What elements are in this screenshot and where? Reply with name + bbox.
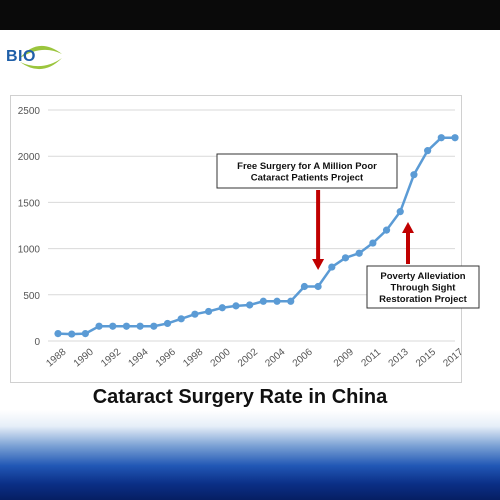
data-point-2001	[232, 302, 240, 310]
annotation-arrow-head-0	[312, 259, 325, 270]
data-point-2006	[300, 282, 309, 291]
data-point-2007	[314, 282, 322, 291]
x-tick-label-1990: 1990	[72, 346, 96, 369]
data-point-2015	[424, 147, 432, 155]
logo-text: BIO	[6, 48, 36, 65]
data-point-1996	[163, 319, 172, 328]
data-point-1999	[204, 307, 213, 316]
x-tick-label-1992: 1992	[99, 346, 123, 369]
y-tick-label-500: 500	[23, 291, 40, 302]
y-tick-label-1500: 1500	[18, 198, 41, 209]
data-point-1992	[109, 322, 117, 330]
x-tick-label-2009: 2009	[332, 346, 356, 369]
x-tick-label-2004: 2004	[263, 346, 287, 369]
x-tick-label-2011: 2011	[359, 347, 383, 370]
blue-footer-band	[0, 410, 500, 500]
top-black-bar	[0, 0, 500, 30]
x-tick-label-2013: 2013	[387, 346, 411, 369]
data-point-2010	[355, 249, 363, 257]
annotation-arrow-shaft-1	[406, 232, 410, 264]
eye-logo-icon	[20, 45, 62, 70]
annotation-text-1-0: Poverty Alleviation	[380, 271, 465, 282]
annotation-box-1	[366, 265, 480, 309]
data-point-1989	[68, 330, 76, 338]
data-point-2017	[451, 134, 459, 142]
data-point-2004	[273, 297, 281, 305]
data-point-1998	[191, 310, 199, 318]
annotation-text-0-0: Free Surgery for A Million Poor	[237, 161, 377, 172]
x-tick-label-1998: 1998	[181, 346, 205, 369]
x-tick-label-1994: 1994	[126, 346, 150, 369]
chart-caption: Cataract Surgery Rate in China	[92, 386, 388, 408]
logo: BIO	[2, 38, 64, 78]
y-tick-label-2000: 2000	[18, 152, 41, 163]
annotation-text-1-1: Through Sight	[391, 283, 457, 294]
data-point-2014	[410, 171, 418, 179]
data-point-1997	[177, 315, 185, 323]
data-point-2016	[437, 134, 445, 142]
x-tick-label-2017: 2017	[441, 346, 465, 369]
data-point-2009	[341, 254, 350, 262]
x-tick-label-1988: 1988	[44, 346, 68, 369]
x-tick-label-2006: 2006	[291, 346, 315, 369]
data-point-1993	[122, 322, 131, 330]
x-tick-label-2002: 2002	[236, 346, 260, 369]
data-point-1994	[136, 322, 144, 330]
data-point-2005	[287, 297, 295, 305]
y-tick-label-2500: 2500	[18, 106, 41, 117]
annotation-arrow-shaft-0	[316, 190, 321, 260]
x-tick-label-2015: 2015	[414, 346, 438, 369]
annotation-arrow-head-1	[402, 222, 414, 233]
y-tick-label-1000: 1000	[18, 245, 41, 256]
data-point-1995	[150, 322, 158, 330]
x-tick-label-2000: 2000	[209, 346, 233, 369]
y-tick-label-0: 0	[34, 337, 40, 348]
annotation-text-1-2: Restoration Project	[379, 294, 467, 305]
x-tick-label-1996: 1996	[154, 346, 178, 369]
data-point-2000	[218, 304, 226, 312]
data-point-2011	[369, 239, 377, 247]
data-point-1991	[95, 322, 103, 330]
annotation-box-0	[216, 153, 398, 189]
annotation-text-0-1: Cataract Patients Project	[251, 172, 364, 183]
data-point-2008	[328, 263, 336, 271]
data-point-2002	[246, 301, 254, 309]
data-point-1988	[54, 330, 62, 338]
data-point-1990	[81, 330, 89, 338]
data-point-2013	[396, 208, 404, 216]
data-point-2003	[259, 297, 267, 305]
right-margin	[483, 30, 500, 410]
data-point-2012	[382, 226, 391, 234]
